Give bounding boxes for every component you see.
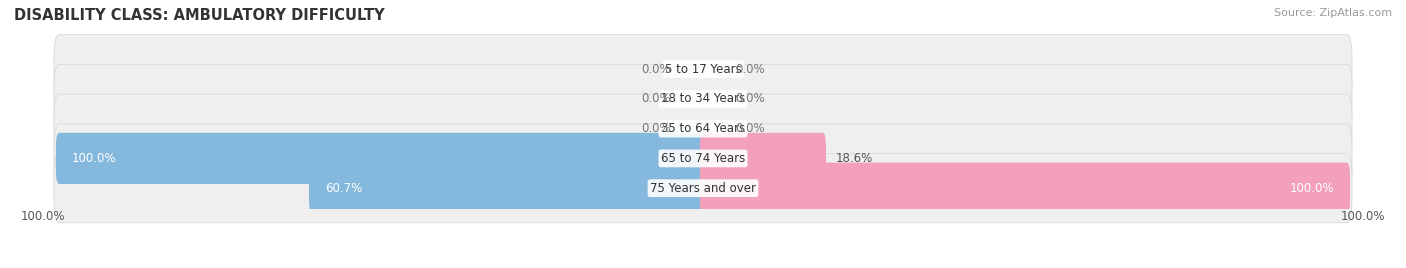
FancyBboxPatch shape xyxy=(53,124,1353,193)
Text: 0.0%: 0.0% xyxy=(735,122,765,135)
Text: 100.0%: 100.0% xyxy=(21,210,65,223)
Text: 65 to 74 Years: 65 to 74 Years xyxy=(661,152,745,165)
FancyBboxPatch shape xyxy=(53,64,1353,133)
Text: 60.7%: 60.7% xyxy=(325,182,363,195)
FancyBboxPatch shape xyxy=(56,133,706,184)
FancyBboxPatch shape xyxy=(53,94,1353,163)
Text: 5 to 17 Years: 5 to 17 Years xyxy=(665,63,741,76)
Text: 0.0%: 0.0% xyxy=(641,122,671,135)
Text: 18 to 34 Years: 18 to 34 Years xyxy=(661,92,745,105)
FancyBboxPatch shape xyxy=(700,163,1350,214)
Text: 100.0%: 100.0% xyxy=(1289,182,1334,195)
Text: 75 Years and over: 75 Years and over xyxy=(650,182,756,195)
Text: DISABILITY CLASS: AMBULATORY DIFFICULTY: DISABILITY CLASS: AMBULATORY DIFFICULTY xyxy=(14,8,385,23)
Text: 18.6%: 18.6% xyxy=(835,152,873,165)
Text: 100.0%: 100.0% xyxy=(72,152,117,165)
FancyBboxPatch shape xyxy=(53,154,1353,223)
Text: 0.0%: 0.0% xyxy=(735,92,765,105)
Text: 0.0%: 0.0% xyxy=(641,63,671,76)
FancyBboxPatch shape xyxy=(700,133,825,184)
Text: Source: ZipAtlas.com: Source: ZipAtlas.com xyxy=(1274,8,1392,18)
Text: 35 to 64 Years: 35 to 64 Years xyxy=(661,122,745,135)
FancyBboxPatch shape xyxy=(309,163,706,214)
Text: 0.0%: 0.0% xyxy=(735,63,765,76)
Text: 0.0%: 0.0% xyxy=(641,92,671,105)
Text: 100.0%: 100.0% xyxy=(1341,210,1385,223)
FancyBboxPatch shape xyxy=(53,35,1353,104)
